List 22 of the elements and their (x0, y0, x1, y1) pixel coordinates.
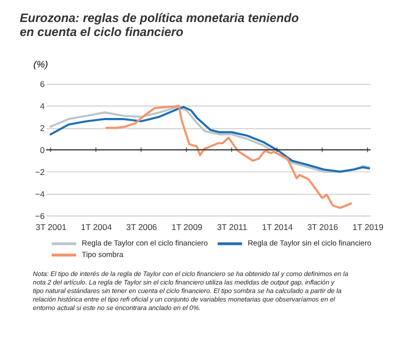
x-tick-label: 3T 2011 (216, 222, 248, 232)
legend-label: Regla de Taylor con el ciclo financiero (82, 238, 208, 248)
y-tick-label: −2 (35, 166, 45, 177)
legend-label: Tipo sombra (82, 250, 124, 259)
line-series (50, 106, 370, 173)
x-tick-label: 3T 2016 (307, 222, 338, 232)
y-axis-title: (%) (33, 58, 48, 70)
x-tick-label: 1T 2004 (80, 222, 112, 232)
x-tick-label: 1T 2014 (262, 222, 294, 232)
y-tick-label: 0 (40, 145, 45, 156)
y-tick-label: 2 (40, 123, 45, 134)
y-tick-label: 4 (40, 101, 45, 112)
y-tick-label: −6 (35, 210, 45, 221)
line-series (105, 104, 352, 209)
legend-label: Regla de Taylor sin el ciclo financiero (248, 238, 372, 248)
y-tick-label: −4 (35, 188, 45, 199)
x-tick-label: 1T 2009 (171, 222, 203, 232)
y-tick-label: 6 (40, 79, 45, 90)
x-tick-label: 1T 2019 (352, 222, 384, 232)
chart-title: Eurozona: reglas de política monetaria teniendo en cuenta el ciclo financiero (20, 10, 300, 39)
x-tick-label: 3T 2001 (36, 222, 67, 232)
x-tick-label: 3T 2006 (126, 222, 158, 232)
